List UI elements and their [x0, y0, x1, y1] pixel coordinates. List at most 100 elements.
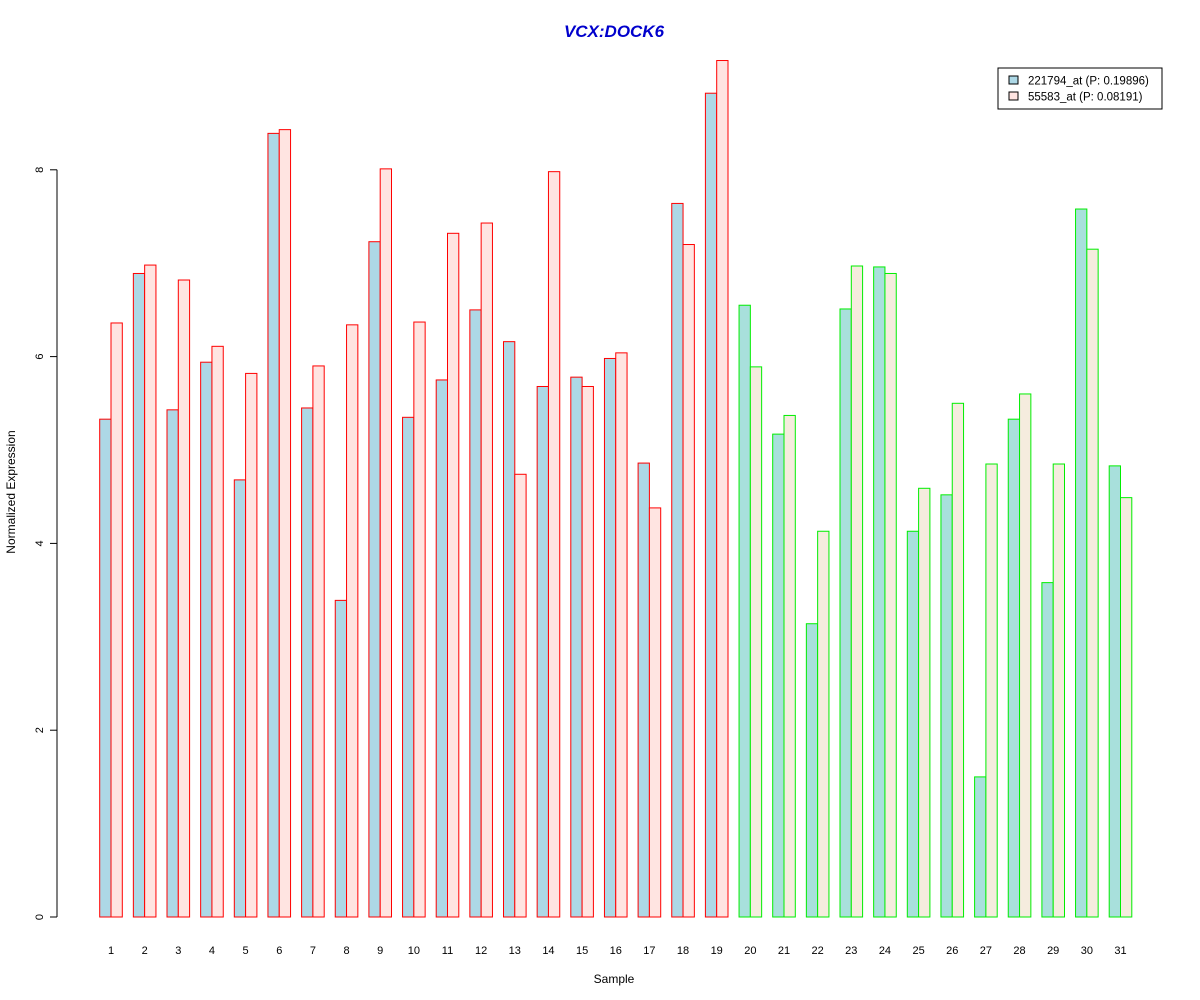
bar-sample-17-series-2 — [648, 507, 662, 918]
bar-sample-5-series-2 — [245, 372, 258, 918]
bar-sample-11-series-2 — [447, 232, 460, 918]
x-tick-label: 28 — [1013, 945, 1025, 957]
bar-sample-28-series-1 — [1007, 418, 1021, 918]
bar-sample-1-series-1 — [99, 418, 112, 918]
x-tick-label: 1 — [108, 945, 114, 957]
bar-sample-15-series-1 — [570, 376, 583, 918]
x-tick-label: 4 — [209, 945, 215, 957]
bar-sample-14-series-1 — [536, 385, 549, 918]
legend-label-series-1: 221794_at (P: 0.19896) — [1028, 76, 1149, 88]
bar-sample-25-series-1 — [906, 530, 920, 918]
x-tick-label: 27 — [980, 945, 992, 957]
bar-sample-29-series-1 — [1041, 582, 1054, 918]
x-tick-label: 11 — [442, 945, 453, 957]
x-tick-label: 17 — [643, 945, 655, 957]
bar-sample-20-series-2 — [749, 366, 763, 918]
bar-sample-1-series-2 — [110, 322, 123, 918]
x-tick-label: 3 — [175, 945, 181, 957]
x-tick-label: 24 — [879, 945, 891, 957]
bar-sample-13-series-1 — [503, 341, 516, 918]
legend-box — [997, 67, 1163, 110]
bar-sample-16-series-1 — [603, 357, 617, 918]
bar-sample-8-series-1 — [334, 599, 348, 918]
x-tick-labels: 1 2 3 4 5 6 7 8 9 10 11 12 13 14 15 16 17 18 19 20 21 22 23 24 2… — [108, 945, 1127, 957]
x-tick-label: 5 — [243, 945, 249, 957]
x-tick-label: 16 — [610, 945, 622, 957]
bar-sample-10-series-2 — [413, 321, 426, 918]
bar-sample-26-series-1 — [940, 494, 953, 918]
x-tick-label: 10 — [408, 945, 420, 957]
bar-sample-19-series-1 — [704, 92, 718, 918]
x-tick-label: 26 — [946, 945, 958, 957]
x-tick-label: 9 — [377, 945, 383, 957]
y-tick-label: 0 — [34, 914, 46, 920]
bar-sample-23-series-2 — [850, 265, 864, 918]
x-tick-label: 7 — [310, 945, 316, 957]
bar-sample-18-series-1 — [671, 202, 684, 918]
y-tick-label: 2 — [34, 727, 46, 733]
x-tick-label: 21 — [778, 945, 790, 957]
bar-sample-2-series-1 — [132, 272, 146, 918]
x-tick-label: 22 — [812, 945, 824, 957]
bar-sample-11-series-1 — [435, 379, 449, 918]
x-tick-label: 14 — [542, 945, 554, 957]
bar-sample-12-series-1 — [469, 309, 482, 918]
bar-sample-26-series-2 — [951, 402, 965, 918]
bar-sample-21-series-2 — [783, 414, 796, 918]
bar-sample-9-series-1 — [368, 241, 381, 918]
bar-sample-21-series-1 — [772, 433, 785, 918]
bar-sample-27-series-1 — [974, 776, 987, 918]
bar-sample-7-series-2 — [312, 365, 325, 918]
bar-sample-28-series-2 — [1019, 393, 1032, 918]
bar-sample-9-series-2 — [379, 168, 393, 918]
bar-sample-15-series-2 — [581, 385, 594, 918]
bar-sample-17-series-1 — [637, 462, 650, 918]
bar-sample-29-series-2 — [1052, 463, 1065, 918]
bar-sample-22-series-2 — [817, 530, 830, 918]
legend-swatch-series-1 — [1008, 75, 1019, 85]
bar-sample-22-series-1 — [805, 623, 819, 918]
bar-sample-8-series-2 — [346, 324, 359, 918]
legend-swatch-series-2 — [1008, 91, 1019, 101]
bar-sample-18-series-2 — [682, 244, 695, 918]
x-tick-label: 15 — [576, 945, 588, 957]
y-tick-label: 4 — [34, 540, 46, 546]
bar-sample-14-series-2 — [547, 171, 561, 918]
x-tick-label: 19 — [711, 945, 723, 957]
x-tick-label: 25 — [912, 945, 924, 957]
bar-sample-30-series-1 — [1075, 208, 1088, 918]
x-tick-label: 2 — [142, 945, 148, 957]
bar-sample-3-series-2 — [177, 279, 191, 918]
x-tick-label: 20 — [744, 945, 756, 957]
bar-sample-31-series-2 — [1120, 497, 1133, 918]
bar-sample-13-series-2 — [514, 473, 527, 918]
y-tick-label: 6 — [34, 354, 46, 360]
bar-sample-24-series-1 — [873, 266, 886, 918]
x-axis-label: Sample — [594, 972, 635, 986]
bar-sample-19-series-2 — [716, 60, 729, 918]
bar-sample-27-series-2 — [985, 463, 998, 918]
legend: 221794_at (P: 0.19896) 55583_at (P: 0.08… — [997, 67, 1163, 110]
x-tick-label: 8 — [343, 945, 349, 957]
x-tick-label: 23 — [845, 945, 857, 957]
bar-sample-25-series-2 — [918, 487, 931, 918]
bar-sample-7-series-1 — [301, 407, 314, 918]
chart-title: VCX:DOCK6 — [564, 22, 665, 41]
bar-sample-5-series-1 — [233, 479, 247, 918]
bar-sample-23-series-1 — [839, 308, 852, 918]
bar-sample-10-series-1 — [402, 416, 415, 918]
y-axis: 0 2 4 6 8 — [34, 167, 58, 920]
bar-sample-12-series-2 — [480, 222, 493, 918]
bar-sample-4-series-1 — [200, 361, 213, 918]
bar-sample-4-series-2 — [211, 345, 224, 918]
bars-group — [99, 60, 1133, 918]
legend-label-series-2: 55583_at (P: 0.08191) — [1028, 92, 1143, 104]
bar-sample-3-series-1 — [166, 409, 179, 918]
y-axis-label: Normalized Expression — [4, 430, 18, 553]
bar-sample-30-series-2 — [1086, 248, 1099, 918]
x-tick-label: 29 — [1047, 945, 1059, 957]
y-tick-label: 8 — [34, 167, 46, 173]
bar-sample-16-series-2 — [615, 352, 628, 918]
bar-sample-20-series-1 — [738, 304, 751, 918]
